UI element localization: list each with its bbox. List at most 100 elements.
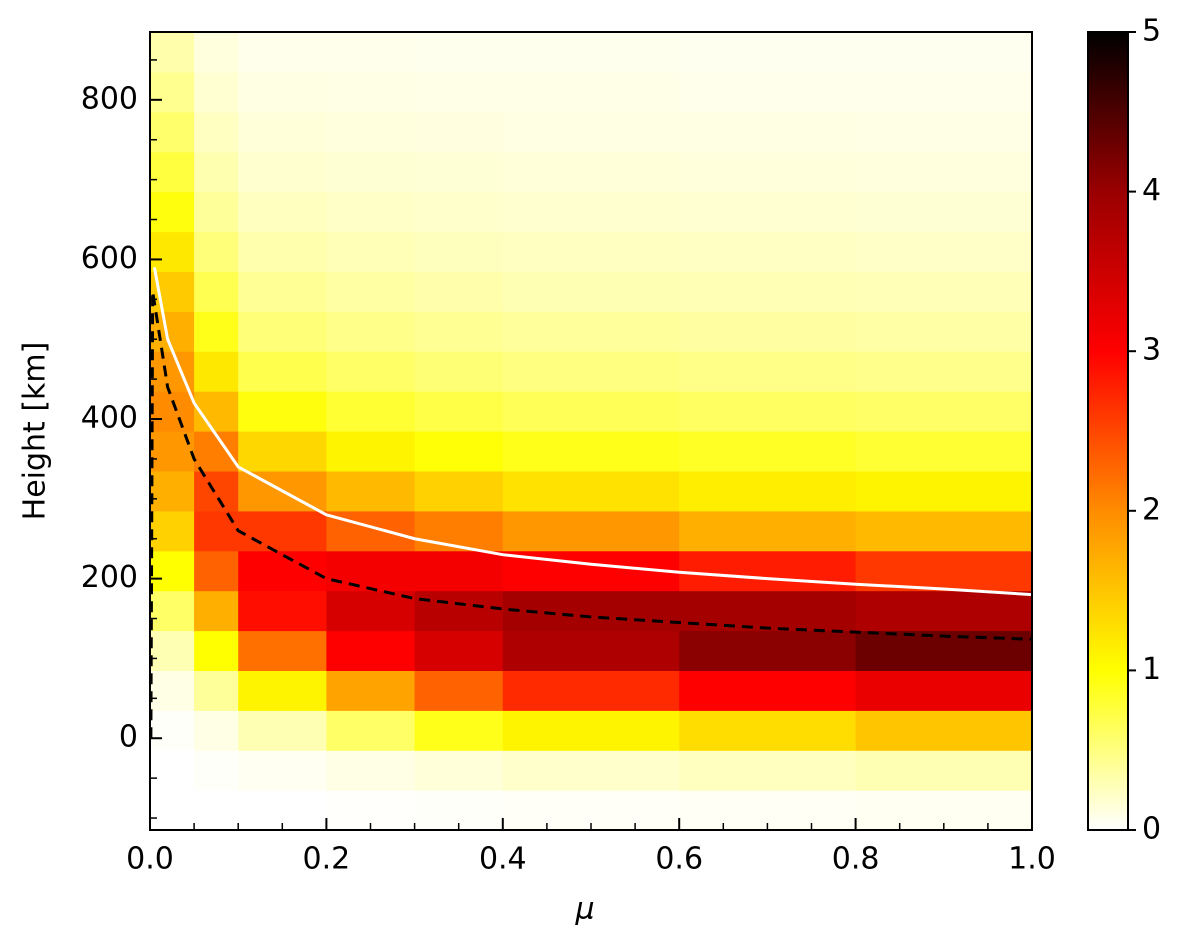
heat-cell (502, 391, 680, 432)
colorbar-tick-label: 3 (1142, 333, 1161, 368)
heat-cell (150, 630, 195, 671)
heat-cell (679, 311, 857, 352)
heat-cell (194, 590, 239, 632)
heat-cell (150, 391, 195, 432)
heat-cell (414, 630, 504, 671)
x-axis-label: μ (574, 892, 594, 927)
heat-cell (238, 630, 327, 671)
line (152, 267, 1032, 597)
heat-cell (855, 151, 1032, 193)
heat-cell (150, 431, 195, 472)
heat-cell (150, 231, 195, 272)
heat-cell (679, 231, 857, 272)
heat-cell (194, 71, 239, 113)
heat-cell (194, 32, 239, 73)
heat-cell (679, 151, 857, 193)
heat-cell (238, 71, 327, 113)
heat-cell (414, 311, 504, 352)
heat-cell (502, 191, 680, 233)
lines (150, 267, 1032, 739)
heat-cell (414, 710, 504, 751)
y-tick-label: 200 (81, 560, 138, 595)
heat-cell (194, 790, 239, 830)
heat-cell (855, 271, 1032, 312)
heat-cell (326, 710, 416, 751)
heat-cell (326, 71, 416, 113)
heat-cell (326, 630, 416, 671)
x-tick-label: 0.8 (832, 842, 880, 877)
heat-cell (194, 311, 239, 352)
heat-cell (326, 590, 416, 632)
heat-cell (238, 590, 327, 632)
heat-cell (194, 191, 239, 233)
colorbar (1087, 31, 1129, 831)
heat-cell (855, 351, 1032, 392)
colorbar-tick-label: 2 (1142, 492, 1161, 527)
heat-cell (326, 191, 416, 233)
heat-cell (502, 750, 680, 791)
heat-cell (414, 550, 504, 592)
heat-cell (194, 630, 239, 671)
heat-cell (326, 32, 416, 73)
heat-cell (326, 391, 416, 432)
heat-cell (855, 431, 1032, 472)
heat-cell (150, 590, 195, 632)
heat-cell (414, 391, 504, 432)
heat-cell (414, 470, 504, 512)
heat-cell (238, 191, 327, 233)
heat-cell (679, 470, 857, 512)
heat-cell (150, 111, 195, 153)
heat-cell (502, 431, 680, 472)
heat-cell (855, 32, 1032, 73)
heat-cell (194, 231, 239, 272)
heat-cell (194, 510, 239, 552)
x-tick-label: 0.0 (126, 842, 174, 877)
heat-cell (150, 151, 195, 193)
heat-cell (414, 351, 504, 392)
y-tick-label: 800 (81, 81, 138, 116)
heat-cell (502, 111, 680, 153)
heat-cell (150, 550, 195, 592)
heat-cell (150, 71, 195, 113)
heat-cell (855, 590, 1032, 632)
x-tick-label: 0.2 (303, 842, 351, 877)
heat-cell (855, 111, 1032, 153)
heat-cell (238, 151, 327, 193)
heat-cell (194, 750, 239, 791)
heat-cell (326, 550, 416, 592)
heat-cell (194, 470, 239, 512)
heat-cell (679, 271, 857, 312)
heat-cell (855, 510, 1032, 552)
heat-cell (238, 111, 327, 153)
heat-cell (679, 670, 857, 711)
heat-cell (679, 71, 857, 113)
heat-cell (679, 191, 857, 233)
heat-cell (414, 231, 504, 272)
heat-cell (855, 191, 1032, 233)
heat-cell (855, 231, 1032, 272)
heat-cell (502, 71, 680, 113)
heat-cell (855, 470, 1032, 512)
heat-cell (679, 111, 857, 153)
heat-cell (194, 271, 239, 312)
heat-cell (194, 151, 239, 193)
heat-cell (414, 590, 504, 632)
heat-cell (194, 351, 239, 392)
heat-cell (238, 510, 327, 552)
heat-cell (855, 750, 1032, 791)
y-tick-label: 400 (81, 401, 138, 436)
heat-cell (502, 271, 680, 312)
heat-cell (194, 111, 239, 153)
heat-cell (414, 510, 504, 552)
heat-cell (679, 391, 857, 432)
colorbar-tick-label: 1 (1142, 652, 1161, 687)
heat-cell (855, 311, 1032, 352)
heat-cell (150, 510, 195, 552)
heat-cell (238, 271, 327, 312)
heat-cell (238, 32, 327, 73)
heat-cell (326, 111, 416, 153)
heat-cell (414, 271, 504, 312)
heat-cell (238, 431, 327, 472)
heat-cell (502, 630, 680, 671)
